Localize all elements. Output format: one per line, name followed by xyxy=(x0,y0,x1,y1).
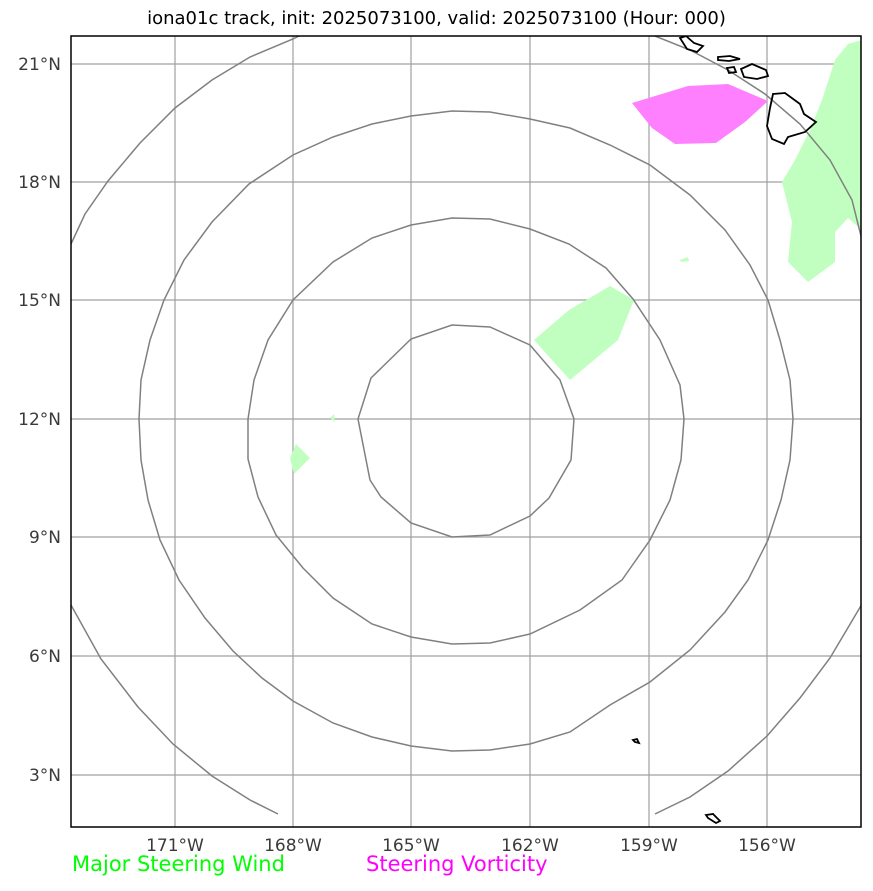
range-ring-4-right xyxy=(654,36,861,240)
lat-tick-label: 9°N xyxy=(29,528,61,548)
lat-tick-label: 6°N xyxy=(29,647,61,667)
range-rings xyxy=(71,36,861,815)
map-title: iona01c track, init: 2025073100, valid: … xyxy=(147,8,726,29)
steering-wind-area-speck xyxy=(330,414,335,422)
lat-tick-label: 3°N xyxy=(29,766,61,786)
lat-tick-label: 18°N xyxy=(18,173,61,193)
island-oahu xyxy=(678,36,705,54)
range-ring-4 xyxy=(71,604,279,815)
lon-tick-label: 168°W xyxy=(264,836,322,856)
lon-tick-label: 159°W xyxy=(620,836,678,856)
lat-tick-label: 15°N xyxy=(18,291,61,311)
steering-wind-area-west xyxy=(290,444,310,474)
lat-tick-labels: 21°N 18°N 15°N 12°N 9°N 6°N 3°N xyxy=(18,55,61,786)
range-ring-1 xyxy=(357,324,575,538)
lat-tick-label: 12°N xyxy=(18,410,61,430)
plot-frame xyxy=(70,35,862,828)
range-ring-2 xyxy=(247,217,685,645)
lon-tick-label: 156°W xyxy=(738,836,796,856)
lon-tick-label: 162°W xyxy=(501,836,559,856)
range-ring-4-lower xyxy=(654,604,861,815)
steering-wind-area-small xyxy=(680,257,689,262)
gridlines xyxy=(71,36,861,827)
coastlines xyxy=(631,36,818,825)
lon-tick-label: 171°W xyxy=(146,836,204,856)
island-big xyxy=(766,92,818,146)
lon-tick-label: 165°W xyxy=(382,836,440,856)
atoll-johnston xyxy=(631,737,641,745)
lon-tick-labels: 171°W 168°W 165°W 162°W 159°W 156°W xyxy=(146,836,796,856)
steering-wind-area-central xyxy=(534,286,634,380)
steering-vorticity-area xyxy=(632,84,768,144)
island-lanai xyxy=(725,66,738,74)
lat-tick-label: 21°N xyxy=(18,55,61,75)
legend-steering-vorticity: Steering Vorticity xyxy=(366,852,548,876)
steering-wind-areas xyxy=(290,40,861,474)
steering-wind-area-east xyxy=(782,40,861,282)
island-maui xyxy=(739,63,770,80)
legend-steering-wind: Major Steering Wind xyxy=(72,852,285,876)
range-ring-3 xyxy=(138,110,794,752)
island-molokai xyxy=(717,55,741,62)
atoll-palmyra xyxy=(704,813,722,825)
range-ring-4-upper xyxy=(71,36,300,245)
